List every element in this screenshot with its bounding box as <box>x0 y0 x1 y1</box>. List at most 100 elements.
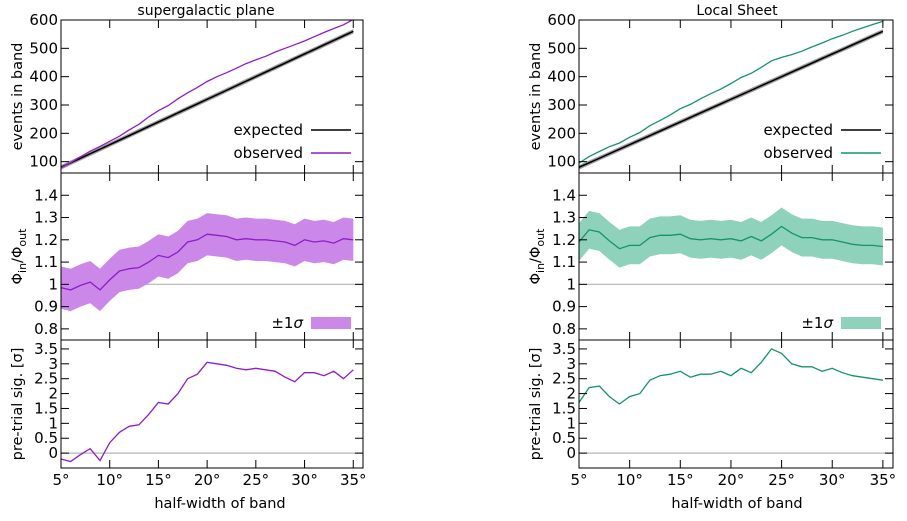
y-tick-label: 200 <box>547 124 576 142</box>
right-counts-expected-line <box>579 30 884 169</box>
x-tick-label: 35° <box>340 471 367 489</box>
left-panel-ratio: 0.8 0.9 1 1.1 1.2 1.3 1.4 Φin/Φout ±1σ <box>10 172 364 341</box>
left-panel-sig: 5° 10° 15° 20° 25° 30° 35° 00.511.522.533.5 pre-… <box>10 339 367 489</box>
y-tick-label: 400 <box>547 68 576 86</box>
right-panel-sig: 5° 10° 15° 20° 25° 30° 35° 00.511.522.533.5 pre-… <box>528 339 897 489</box>
x-tick-label: 15° <box>145 471 172 489</box>
y-tick-label: 0.5 <box>552 429 576 447</box>
y-tick-label: 100 <box>547 153 576 171</box>
left-ratio-plot-area <box>61 213 363 312</box>
y-tick-label: 600 <box>29 11 58 29</box>
y-tick-label: 500 <box>29 39 58 57</box>
right-column-title: Local Sheet <box>696 3 778 19</box>
y-tick-label: 500 <box>547 39 576 57</box>
left-column-title: supergalactic plane <box>137 3 274 19</box>
x-tick-label: 35° <box>870 471 897 489</box>
left-sig-observed-line <box>61 361 354 463</box>
y-tick-label: 1.3 <box>34 209 58 227</box>
x-tick-label: 30° <box>819 471 846 489</box>
legend-label-expected: expected <box>764 121 833 139</box>
y-tick-label: 300 <box>547 96 576 114</box>
y-tick-label: 2.5 <box>552 370 576 388</box>
y-tick-label: 0.9 <box>552 298 576 316</box>
y-tick-label: 1.5 <box>34 399 58 417</box>
y-tick-label: 1.3 <box>552 209 576 227</box>
right-counts-observed-line <box>579 20 884 164</box>
y-tick-label: 1.1 <box>34 253 58 271</box>
y-tick-label: 0.8 <box>552 320 576 338</box>
legend-swatch-sigma <box>311 317 351 329</box>
legend-label-sigma: ±1σ <box>271 314 303 332</box>
y-tick-label: 1.2 <box>34 231 58 249</box>
left-sig-plot-area <box>61 361 363 463</box>
y-tick-label: 1 <box>48 275 58 293</box>
y-tick-label: 0 <box>48 444 58 462</box>
y-tick-label: 2.5 <box>34 370 58 388</box>
right-sig-observed-line <box>579 348 883 405</box>
left-counts-expected-line <box>61 30 354 169</box>
right-ratio-y-axis-label: Φin/Φout <box>528 228 547 284</box>
x-tick-label: 25° <box>243 471 270 489</box>
right-panel-ratio: 0.8 0.9 1 1.1 1.2 1.3 1.4 Φin/Φout ±1σ <box>528 172 894 341</box>
y-tick-label: 1 <box>566 414 576 432</box>
left-ratio-sigma-band <box>61 213 354 312</box>
y-tick-label: 0.9 <box>34 298 58 316</box>
y-tick-label: 600 <box>547 11 576 29</box>
x-tick-label: 20° <box>718 471 745 489</box>
right-counts-y-axis-label: events in band <box>528 43 544 151</box>
right-sig-frame <box>578 339 894 469</box>
y-tick-label: 3 <box>48 355 58 373</box>
y-tick-label: 400 <box>29 68 58 86</box>
y-tick-label: 1.2 <box>552 231 576 249</box>
x-tick-label: 10° <box>96 471 123 489</box>
left-counts-y-axis-label: events in band <box>10 43 26 151</box>
left-sig-frame <box>60 339 364 469</box>
right-ratio-plot-area <box>579 207 893 285</box>
y-tick-label: 1.5 <box>552 399 576 417</box>
left-x-axis-label: half-width of band <box>154 496 285 512</box>
legend-label-observed: observed <box>763 144 833 162</box>
y-tick-label: 1.4 <box>552 186 576 204</box>
y-tick-label: 100 <box>29 153 58 171</box>
y-tick-label: 300 <box>29 96 58 114</box>
left-sig-y-axis-label: pre-trial sig. [σ] <box>10 348 26 461</box>
y-tick-label: 0.8 <box>34 320 58 338</box>
left-counts-plot-area <box>61 20 354 170</box>
legend-label-expected: expected <box>234 121 303 139</box>
y-tick-label: 2 <box>566 385 576 403</box>
legend-swatch-sigma <box>841 317 881 329</box>
right-sig-plot-area <box>579 348 893 454</box>
x-tick-label: 5° <box>570 471 587 489</box>
x-tick-label: 10° <box>616 471 643 489</box>
x-tick-label: 20° <box>194 471 221 489</box>
x-tick-label: 30° <box>291 471 318 489</box>
legend-label-observed: observed <box>233 144 303 162</box>
right-ratio-observed-line <box>579 225 883 250</box>
right-counts-plot-area <box>579 20 884 170</box>
right-sig-y-axis-label: pre-trial sig. [σ] <box>528 348 544 461</box>
y-tick-label: 3.5 <box>552 340 576 358</box>
x-tick-label: 15° <box>667 471 694 489</box>
x-tick-label: 5° <box>52 471 69 489</box>
left-ratio-observed-line <box>61 233 354 291</box>
y-tick-label: 200 <box>29 124 58 142</box>
y-tick-label: 0.5 <box>34 429 58 447</box>
y-tick-label: 1 <box>566 275 576 293</box>
y-tick-label: 0 <box>566 444 576 462</box>
y-tick-label: 3 <box>566 355 576 373</box>
y-tick-label: 1.1 <box>552 253 576 271</box>
y-tick-label: 2 <box>48 385 58 403</box>
legend-label-sigma: ±1σ <box>801 314 833 332</box>
right-x-axis-label: half-width of band <box>671 496 802 512</box>
left-counts-observed-line <box>61 20 354 169</box>
x-tick-label: 25° <box>768 471 795 489</box>
right-ratio-sigma-band <box>579 207 883 268</box>
y-tick-label: 1.4 <box>34 186 58 204</box>
y-tick-label: 3.5 <box>34 340 58 358</box>
left-ratio-y-axis-label: Φin/Φout <box>10 228 29 284</box>
y-tick-label: 1 <box>48 414 58 432</box>
